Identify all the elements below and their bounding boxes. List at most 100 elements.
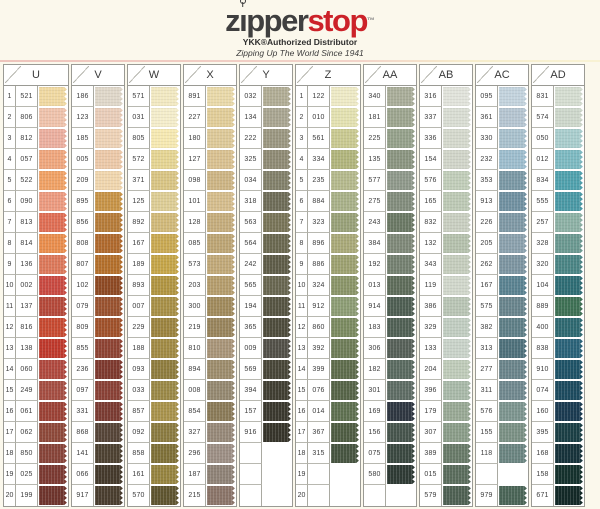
color-swatch xyxy=(499,381,527,400)
color-code: 076 xyxy=(308,380,330,401)
swatch-row: 2 010 xyxy=(296,107,360,128)
swatch-cell xyxy=(206,170,236,191)
color-swatch xyxy=(151,486,179,505)
color-code: 365 xyxy=(240,317,262,338)
swatch-row: 343 xyxy=(420,254,472,275)
swatch-row: 320 xyxy=(532,254,584,275)
swatch-cell xyxy=(38,107,68,128)
color-code: 389 xyxy=(420,443,442,464)
swatch-row: 156 xyxy=(364,422,416,443)
swatch-row: 12 816 xyxy=(4,317,68,338)
swatch-cell xyxy=(150,338,180,359)
swatch-row: 4 334 xyxy=(296,149,360,170)
color-swatch xyxy=(443,381,471,400)
color-swatch xyxy=(151,276,179,295)
swatch-row: 075 xyxy=(364,443,416,464)
swatch-cell xyxy=(206,464,236,485)
swatch-cell xyxy=(150,422,180,443)
color-swatch xyxy=(387,129,415,148)
swatch-cell xyxy=(554,107,584,128)
color-code: 061 xyxy=(16,401,38,422)
color-swatch xyxy=(555,129,583,148)
row-number: 19 xyxy=(296,464,308,485)
column-group-V: V 186 123 185 005 209 895 856 808 807 102 079 809 855… xyxy=(71,64,125,507)
color-code: 226 xyxy=(476,212,498,233)
row-number: 18 xyxy=(4,443,16,464)
swatch-row: 856 xyxy=(72,212,124,233)
swatch-cell xyxy=(206,338,236,359)
swatch-cell xyxy=(386,380,416,401)
row-number: 3 xyxy=(296,128,308,149)
color-swatch xyxy=(443,465,471,484)
row-number: 13 xyxy=(4,338,16,359)
color-code: 565 xyxy=(240,275,262,296)
swatch-row: 066 xyxy=(72,464,124,485)
color-swatch xyxy=(95,360,123,379)
color-code: 013 xyxy=(364,275,386,296)
swatch-row: 807 xyxy=(72,254,124,275)
color-code: 033 xyxy=(128,380,150,401)
swatch-cell xyxy=(498,191,528,212)
color-code: 850 xyxy=(16,443,38,464)
swatch-cell xyxy=(330,422,360,443)
swatch-row: 16 014 xyxy=(296,401,360,422)
swatch-row: 9 886 xyxy=(296,254,360,275)
color-code: 031 xyxy=(128,107,150,128)
color-swatch xyxy=(39,192,67,211)
color-code: 318 xyxy=(240,191,262,212)
color-code: 832 xyxy=(420,212,442,233)
color-code: 311 xyxy=(476,380,498,401)
color-swatch xyxy=(499,87,527,106)
swatch-row: 155 xyxy=(476,422,528,443)
color-code: 222 xyxy=(240,128,262,149)
color-code: 187 xyxy=(184,464,206,485)
swatch-row: 6 884 xyxy=(296,191,360,212)
swatch-row: 123 xyxy=(72,107,124,128)
swatch-cell xyxy=(94,254,124,275)
color-code: 579 xyxy=(420,485,442,506)
swatch-row: 400 xyxy=(532,317,584,338)
column-header-Y: Y xyxy=(240,65,292,86)
swatch-cell xyxy=(554,443,584,464)
swatch-row: 301 xyxy=(364,380,416,401)
color-code: 127 xyxy=(184,149,206,170)
color-code: 194 xyxy=(240,296,262,317)
swatch-row: 167 xyxy=(476,275,528,296)
swatch-row: 204 xyxy=(420,359,472,380)
column-header-AD: AD xyxy=(532,65,584,86)
color-code: 092 xyxy=(128,422,150,443)
color-swatch xyxy=(151,381,179,400)
color-swatch xyxy=(207,213,235,232)
color-swatch xyxy=(207,129,235,148)
color-code: 156 xyxy=(364,422,386,443)
swatch-row: 205 xyxy=(476,233,528,254)
color-swatch xyxy=(443,150,471,169)
swatch-row: 296 xyxy=(184,443,236,464)
color-swatch xyxy=(331,108,359,127)
row-number: 2 xyxy=(296,107,308,128)
color-swatch xyxy=(499,276,527,295)
color-swatch xyxy=(555,297,583,316)
color-code: 396 xyxy=(420,380,442,401)
color-code: 007 xyxy=(128,296,150,317)
logo-text-stop: stop xyxy=(307,3,368,38)
color-code: 215 xyxy=(184,485,206,506)
color-code: 361 xyxy=(476,107,498,128)
color-swatch xyxy=(39,255,67,274)
color-code: 123 xyxy=(72,107,94,128)
swatch-cell xyxy=(498,212,528,233)
swatch-row: 306 xyxy=(364,338,416,359)
color-code: 079 xyxy=(72,296,94,317)
color-swatch xyxy=(263,339,291,358)
column-header-V: V xyxy=(72,65,124,86)
swatch-cell xyxy=(206,422,236,443)
color-swatch xyxy=(499,108,527,127)
color-swatch xyxy=(39,381,67,400)
swatch-row xyxy=(476,464,528,485)
swatch-cell xyxy=(262,212,292,233)
swatch-row: 327 xyxy=(184,422,236,443)
row-number: 16 xyxy=(4,401,16,422)
color-swatch xyxy=(95,486,123,505)
swatch-row: 3 561 xyxy=(296,128,360,149)
swatch-row: 229 xyxy=(128,317,180,338)
